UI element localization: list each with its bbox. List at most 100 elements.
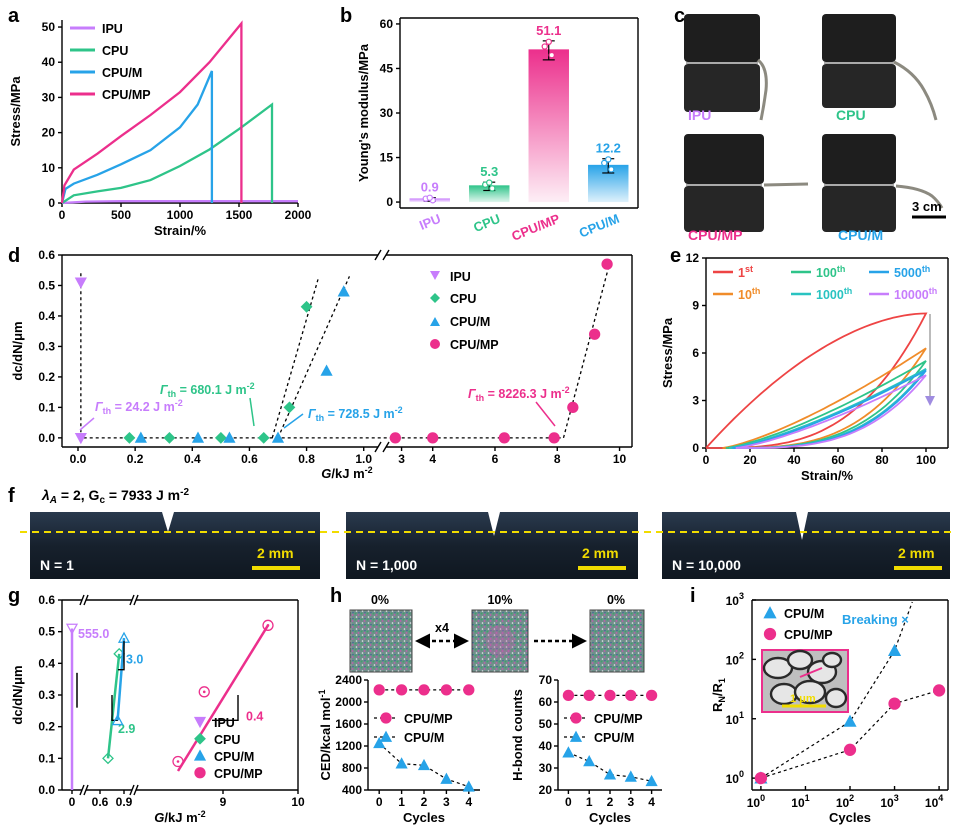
e-legend-label-1st: 1st <box>738 264 753 280</box>
d-point-cpu <box>300 300 313 313</box>
h-left-point-cpu-m <box>417 758 431 771</box>
e-y-tick-label: 9 <box>692 299 699 313</box>
g-legend-label-cpu-m: CPU/M <box>214 750 254 764</box>
i-x-label: Cycles <box>829 810 871 825</box>
h-left-point-cpu-mp <box>395 684 408 696</box>
a-x-tick-label: 0 <box>59 208 66 222</box>
i-y-tick-base: 10 <box>726 653 740 667</box>
i-y-tick-exp: 0 <box>739 769 744 779</box>
d-x-tick-label: 4 <box>429 452 436 466</box>
b-replicate-point <box>548 51 555 59</box>
h-right-y-label: H-bond counts <box>510 689 525 781</box>
g-y-tick-label: 0.6 <box>38 593 55 607</box>
g-axis-break <box>133 784 139 796</box>
panel-d: d 0.0 0.1 0.2 0.3 0.4 0.5 0.6 0.0 0.2 0.4 0.6 0.8 1.… <box>8 245 633 481</box>
i-y-label-part: R <box>710 702 725 712</box>
i-x-tick-exp: 3 <box>894 793 899 803</box>
d-point-cpu-m <box>134 431 147 443</box>
d-x-label-unit: /kJ m <box>331 466 364 481</box>
e-legend-base: 5000 <box>894 266 922 280</box>
panel-c: c IPU CPU CPU/MP <box>674 5 946 243</box>
h-left-x-tick-label: 0 <box>376 795 383 809</box>
i-point-cpu-m <box>887 643 902 657</box>
i-y-tick-label: 100 <box>726 769 744 786</box>
d-y-tick-label: 0.4 <box>38 309 55 323</box>
e-trend-arrowhead <box>925 396 935 406</box>
legend-marker-cpu-mp <box>430 339 440 349</box>
b-y-label: Young's modulus/MPa <box>356 43 371 182</box>
panel-label-d: d <box>8 245 20 267</box>
d-point-cpu-mp <box>601 258 613 270</box>
legend-marker-cpu <box>430 293 440 303</box>
e-legend-sup: th <box>844 286 853 296</box>
d-point-cpu <box>163 431 176 444</box>
i-x-tick-label: 103 <box>880 793 898 810</box>
e-legend-sup: st <box>745 264 753 274</box>
d-x-tick-label: 0.0 <box>70 452 87 466</box>
b-category-label-cpu: CPU <box>471 211 502 235</box>
i-inset-scalebar-label: 1 μm <box>790 693 816 705</box>
h-multiplier: x4 <box>435 621 449 635</box>
g-y-tick-label: 0.5 <box>38 625 55 639</box>
d-point-cpu <box>214 431 227 444</box>
h-snapshot-label-1: 0% <box>371 593 389 607</box>
h-snapshot-1 <box>349 609 413 673</box>
g-point-cpu-mp <box>172 755 184 768</box>
d-arrow-cpu-mp <box>535 401 556 427</box>
i-inset-particle <box>824 687 848 709</box>
g-slope-cpu-mp: 0.4 <box>246 709 263 723</box>
h-right-y-tick-label: 40 <box>539 739 553 753</box>
a-y-tick-label: 50 <box>42 20 56 34</box>
panel-i: i 100 101 102 103 104100101102103CyclesRN/R1… <box>690 585 949 825</box>
i-inset-particle <box>793 679 827 705</box>
i-point-cpu-mp <box>888 697 901 710</box>
b-category-label-ipu: IPU <box>417 211 443 233</box>
h-left-y-tick-label: 2400 <box>335 673 362 687</box>
d-y-tick-label: 0.6 <box>38 248 55 262</box>
h-left-point-cpu-m <box>462 780 475 792</box>
e-legend-sup: th <box>837 264 846 274</box>
crack-scalebar-3: 2 mm <box>898 545 935 561</box>
d-y-label: dc/dN/μm <box>10 321 25 380</box>
h-right-point-cpu-mp <box>645 689 658 702</box>
d-x-tick-label: 6 <box>492 452 499 466</box>
panel-a-legend: IPU CPU CPU/M CPU/MP <box>70 22 151 102</box>
photo-scalebar-label: 3 cm <box>912 199 942 214</box>
h-right-legend-label-cpu-m: CPU/M <box>594 731 634 745</box>
b-value-label-cpu: 5.3 <box>480 164 498 179</box>
g-legend-label-cpu-mp: CPU/MP <box>214 767 263 781</box>
e-y-tick-label: 0 <box>692 441 699 455</box>
g-legend-label-cpu: CPU <box>214 733 240 747</box>
h-left-y-tick-label: 800 <box>342 761 362 775</box>
i-y-label-part: /R <box>710 682 725 696</box>
h-left-legend-label-cpu-m: CPU/M <box>404 731 444 745</box>
d-point-ipu <box>74 277 87 289</box>
legend-label-cpu-mp: CPU/MP <box>102 88 151 102</box>
d-y-tick-label: 0.1 <box>38 400 55 414</box>
i-legend-marker-cpu-mp <box>763 627 777 641</box>
g-y-label: dc/dN/μm <box>10 665 25 724</box>
d-annotation-cpu-mp: Γth = 8226.3 J m-2 <box>468 385 570 403</box>
g-x-label: G/kJ m-2 <box>154 809 205 825</box>
g-axis-gap <box>132 597 136 603</box>
i-x-tick-base: 10 <box>791 796 805 810</box>
d-y-tick-label: 0.0 <box>38 431 55 445</box>
h-left-legend-label-cpu-mp: CPU/MP <box>404 712 453 726</box>
i-y-tick-label: 103 <box>726 591 744 608</box>
i-legend-label-cpu-mp: CPU/MP <box>784 628 833 642</box>
h-snapshot-label-3: 0% <box>607 593 625 607</box>
legend-label-cpu-m: CPU/M <box>102 66 142 80</box>
a-y-tick-label: 20 <box>42 126 56 140</box>
g-point-cpu <box>102 752 114 765</box>
a-series-cpu-mp <box>60 20 243 204</box>
legend-marker-cpu-m <box>430 317 440 326</box>
g-legend-label-ipu: IPU <box>214 716 235 730</box>
b-replicate-point <box>601 159 608 167</box>
g-legend-marker-cpu-m <box>193 749 207 761</box>
legend-marker-ipu <box>430 271 440 280</box>
d-x-tick-label: 10 <box>613 452 627 466</box>
e-legend-base: 10000 <box>894 288 929 302</box>
e-loop-10000th <box>735 374 927 449</box>
i-y-tick-base: 10 <box>726 594 740 608</box>
